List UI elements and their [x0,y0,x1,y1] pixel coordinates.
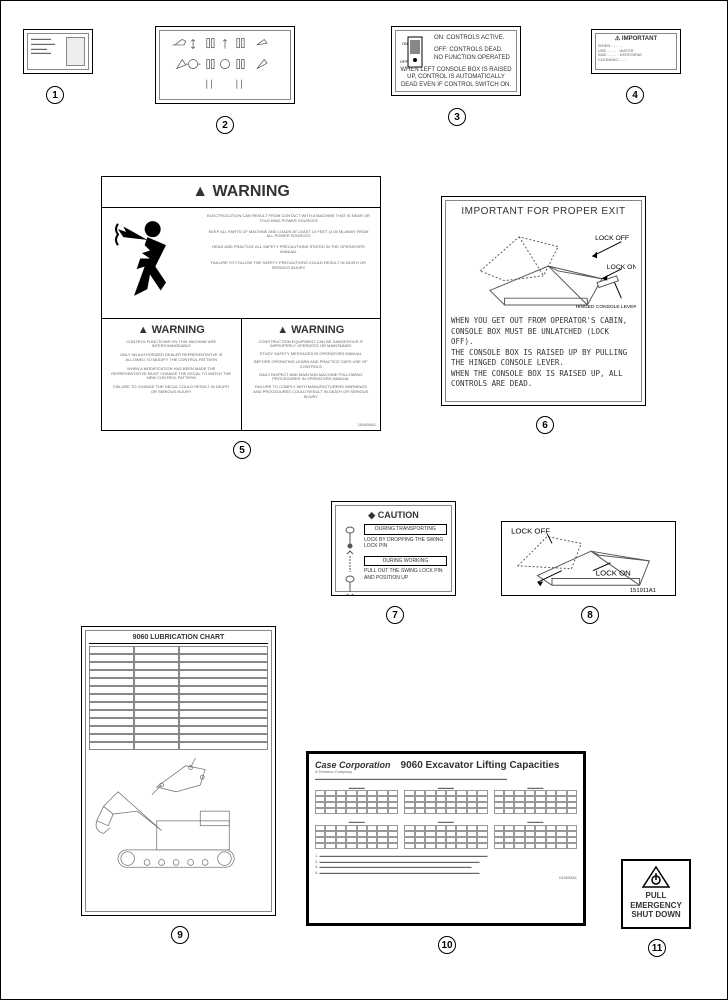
pull: PULL [627,891,685,901]
lock-pin-icon [340,524,360,596]
lift-title: 9060 Excavator Lifting Capacities [401,760,560,771]
br3: BEFORE OPERATING LEARN AND PRACTICE SAFE… [251,360,372,370]
shutdown: SHUT DOWN [627,910,685,920]
console-lock-diagram: LOCK OFF LOCK ON 151911A1 [502,522,675,595]
w-t1: ELECTROCUTION CAN RESULT FROM CONTACT WI… [205,214,372,224]
br5: FAILURE TO COMPLY WITH MANUFACTURERS WAR… [251,385,372,399]
cap-table-4: ▬▬▬▬ [315,820,398,849]
cap-table-6: ▬▬▬▬ [494,820,577,849]
svg-text:LOCK ON: LOCK ON [596,569,631,578]
decal-6-proper-exit: IMPORTANT FOR PROPER EXIT [441,196,646,406]
l4: CLEANING - - - [598,58,674,63]
svg-text:ON: ON [402,41,408,46]
svg-text:LOCK ON: LOCK ON [607,264,636,271]
cap-table-3: ▬▬▬▬ [494,786,577,815]
callout-9: 9 [171,926,189,944]
decal-4: ⚠ IMPORTANT WHEN - - - - - USE - - - - -… [591,29,681,74]
on-text: ON: CONTROLS ACTIVE. [434,35,512,43]
caution-title: CAUTION [378,510,419,520]
w-t2: KEEP ALL PARTS OF MACHINE AND LOADS AT L… [205,230,372,240]
callout-5: 5 [233,441,251,459]
body3: WHEN THE CONSOLE BOX IS RAISED UP, ALL C… [451,369,636,390]
cap-table-1: ▬▬▬▬ [315,786,398,815]
emergency: EMERGENCY [627,901,685,911]
callout-7: 7 [386,606,404,624]
decal-8-lock: LOCK OFF LOCK ON 151911A1 [501,521,676,596]
callout-2: 2 [216,116,234,134]
warning-bl: WARNING [152,324,205,336]
note-text: WHEN LEFT CONSOLE BOX IS RAISED UP, CONT… [400,67,512,90]
excavator-outline-icon [89,756,268,876]
cap-table-5: ▬▬▬▬ [404,820,487,849]
w-t4: FAILURE TO FOLLOW THE SAFETY PRECAUTIONS… [205,261,372,271]
decal-7-caution: ◆ CAUTION DURING TRANSPORTING [331,501,456,596]
lube-title: 9060 LUBRICATION CHART [89,634,268,644]
console-box-diagram: LOCK OFF LOCK ON HINGED CONSOLE LEVER [451,221,636,316]
callout-4: 4 [626,86,644,104]
body1: WHEN YOU GET OUT FROM OPERATOR'S CABIN, … [451,316,636,348]
corp-sub: A Tenneco Company [315,770,391,775]
svg-text:LOCK OFF: LOCK OFF [595,235,629,242]
svg-text:LOCK OFF: LOCK OFF [511,527,550,536]
br4: DAILY INSPECT AND MAINTAIN MACHINE FOLLO… [251,373,372,383]
decal-1: ▬▬▬▬▬▬▬▬▬▬▬▬▬▬▬▬▬▬▬▬ [23,29,93,74]
partno-10: 151893A1 [315,876,577,881]
callout-10: 10 [438,936,456,954]
decal-5-warning: ▲ WARNING ELECTROCUTION CAN RESULT FROM … [101,176,381,431]
partno-5: 159409A1 [358,423,376,428]
decal-10-lifting-capacities: Case Corporation A Tenneco Company 9060 … [306,751,586,926]
off-text: OFF: CONTROLS DEAD. NO FUNCTION OPERATED [434,47,512,63]
br1: CONSTRUCTION EQUIPMENT CAN BE DANGEROUS … [251,340,372,350]
important-title: IMPORTANT [622,36,657,42]
svg-text:OFF: OFF [400,59,409,64]
svg-text:HINGED CONSOLE LEVER: HINGED CONSOLE LEVER [576,304,636,310]
cap-table-2: ▬▬▬▬ [404,786,487,815]
decal-9-lubrication-chart: 9060 LUBRICATION CHART [81,626,276,916]
decal-11-emergency-shutdown: PULL EMERGENCY SHUT DOWN [621,859,691,929]
t2: DURING WORKING [364,556,447,567]
callout-6: 6 [536,416,554,434]
warning-br: WARNING [291,324,344,336]
bl4: FAILURE TO CHANGE THE DECAL COULD RESULT… [111,385,232,395]
shutdown-triangle-icon [641,865,671,889]
br2: STUDY SAFETY MESSAGES IN OPERATORS MANUA… [251,352,372,357]
callout-1: 1 [46,86,64,104]
decal-3: ON OFF ON: CONTROLS ACTIVE. OFF: CONTROL… [391,26,521,96]
svg-text:151911A1: 151911A1 [630,588,656,594]
callout-3: 3 [448,108,466,126]
exit-title: IMPORTANT FOR PROPER EXIT [451,206,636,217]
warning-triangle-icon: ▲ [192,183,208,200]
bl2: ONLY AN AUTHORIZED DEALER REPRESENTATIVE… [111,353,232,363]
bl3: WHEN A MODIFICATION HAS BEEN MADE THE RE… [111,367,232,381]
callout-11: 11 [648,939,666,957]
bl1: CONTROL FUNCTIONS ON THIS MACHINE ARE IN… [111,340,232,350]
t1: DURING TRANSPORTING [364,524,447,535]
body2: THE CONSOLE BOX IS RAISED UP BY PULLING … [451,348,636,369]
callout-8: 8 [581,606,599,624]
decal-2 [155,26,295,104]
electrocution-icon [110,215,190,310]
b1: LOCK BY DROPPING THE SWING LOCK PIN [364,537,447,550]
b2: PULL OUT THE SWING LOCK PIN AND POSITION… [364,568,447,581]
w-t3: READ AND PRACTICE ALL SAFETY PRECAUTIONS… [205,245,372,255]
warning-title: WARNING [212,183,289,200]
